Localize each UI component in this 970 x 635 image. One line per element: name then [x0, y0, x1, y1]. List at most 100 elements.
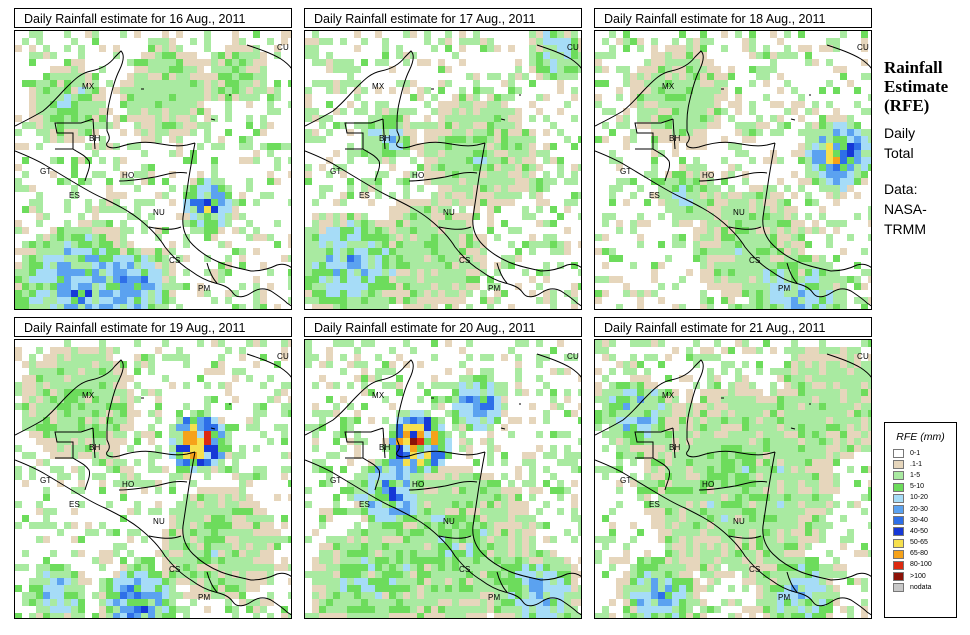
rain-cell: [22, 122, 29, 129]
rain-cell: [431, 192, 438, 199]
rain-cell: [218, 94, 225, 101]
rain-cell: [113, 227, 120, 234]
rain-cell: [78, 361, 85, 368]
rain-cell: [340, 487, 347, 494]
rain-cell: [438, 438, 445, 445]
rain-cell: [557, 248, 564, 255]
rain-cell: [494, 129, 501, 136]
rain-cell: [127, 59, 134, 66]
rain-cell: [431, 585, 438, 592]
rain-cell: [368, 417, 375, 424]
rain-cell: [155, 452, 162, 459]
rain-cell: [50, 417, 57, 424]
rain-cell: [347, 297, 354, 304]
rain-cell: [403, 592, 410, 599]
rain-cell: [515, 122, 522, 129]
rain-cell: [665, 185, 672, 192]
rain-cell: [410, 452, 417, 459]
rain-cell: [347, 248, 354, 255]
rain-cell: [602, 52, 609, 59]
rain-cell: [459, 234, 466, 241]
rain-cell: [347, 550, 354, 557]
rain-cell: [326, 290, 333, 297]
rain-cell: [162, 536, 169, 543]
rain-cell: [375, 143, 382, 150]
rain-cell: [396, 438, 403, 445]
country-label-nu: NU: [153, 517, 165, 526]
rain-cell: [176, 550, 183, 557]
rain-cell: [43, 122, 50, 129]
rain-cell: [777, 269, 784, 276]
rain-cell: [253, 157, 260, 164]
rain-cell: [57, 361, 64, 368]
rain-cell: [543, 115, 550, 122]
rain-cell: [529, 45, 536, 52]
rain-cell: [403, 564, 410, 571]
rain-cell: [403, 304, 410, 309]
rain-cell: [840, 297, 847, 304]
rain-cell: [211, 424, 218, 431]
rain-cell: [50, 73, 57, 80]
rain-cell: [536, 52, 543, 59]
rain-cell: [819, 178, 826, 185]
rain-cell: [644, 199, 651, 206]
rain-cell: [134, 304, 141, 309]
rain-cell: [333, 66, 340, 73]
rain-cell: [515, 143, 522, 150]
rain-cell: [253, 522, 260, 529]
rain-cell: [312, 431, 319, 438]
rain-cell: [354, 354, 361, 361]
rain-cell: [120, 178, 127, 185]
rain-cell: [550, 290, 557, 297]
rain-cell: [389, 143, 396, 150]
rain-cell: [651, 66, 658, 73]
rain-cell: [232, 375, 239, 382]
rain-cell: [819, 185, 826, 192]
rain-cell: [571, 52, 578, 59]
rain-cell: [78, 480, 85, 487]
rain-cell: [204, 192, 211, 199]
rain-cell: [494, 164, 501, 171]
rain-cell: [417, 438, 424, 445]
rain-cell: [389, 452, 396, 459]
rain-cell: [389, 150, 396, 157]
rain-cell: [389, 550, 396, 557]
rain-cell: [644, 66, 651, 73]
rain-cell: [623, 178, 630, 185]
rain-cell: [452, 297, 459, 304]
rain-cell: [819, 206, 826, 213]
rain-cell: [431, 613, 438, 618]
rain-cell: [707, 241, 714, 248]
rain-cell: [78, 382, 85, 389]
rain-cell: [375, 522, 382, 529]
rain-cell: [700, 178, 707, 185]
rain-cell: [623, 31, 630, 38]
rain-cell: [578, 571, 581, 578]
rain-cell: [382, 585, 389, 592]
rain-cell: [29, 45, 36, 52]
rain-cell: [679, 45, 686, 52]
rain-cell: [120, 417, 127, 424]
rain-cell: [326, 87, 333, 94]
rain-cell: [71, 347, 78, 354]
rain-cell: [707, 227, 714, 234]
rain-cell: [571, 480, 578, 487]
rain-cell: [36, 143, 43, 150]
rain-cell: [417, 452, 424, 459]
rain-cell: [78, 599, 85, 606]
rain-cell: [50, 122, 57, 129]
rain-cell: [494, 445, 501, 452]
rain-cell: [452, 550, 459, 557]
rain-cell: [637, 297, 644, 304]
rain-cell: [494, 550, 501, 557]
rain-cell: [190, 108, 197, 115]
rain-cell: [50, 508, 57, 515]
rain-cell: [29, 276, 36, 283]
rain-cell: [707, 59, 714, 66]
rain-cell: [85, 73, 92, 80]
rain-cell: [403, 487, 410, 494]
rain-cell: [665, 59, 672, 66]
map-panel-2: Daily Rainfall estimate for 17 Aug., 201…: [304, 8, 582, 310]
rain-cell: [480, 396, 487, 403]
rain-cell: [595, 52, 602, 59]
